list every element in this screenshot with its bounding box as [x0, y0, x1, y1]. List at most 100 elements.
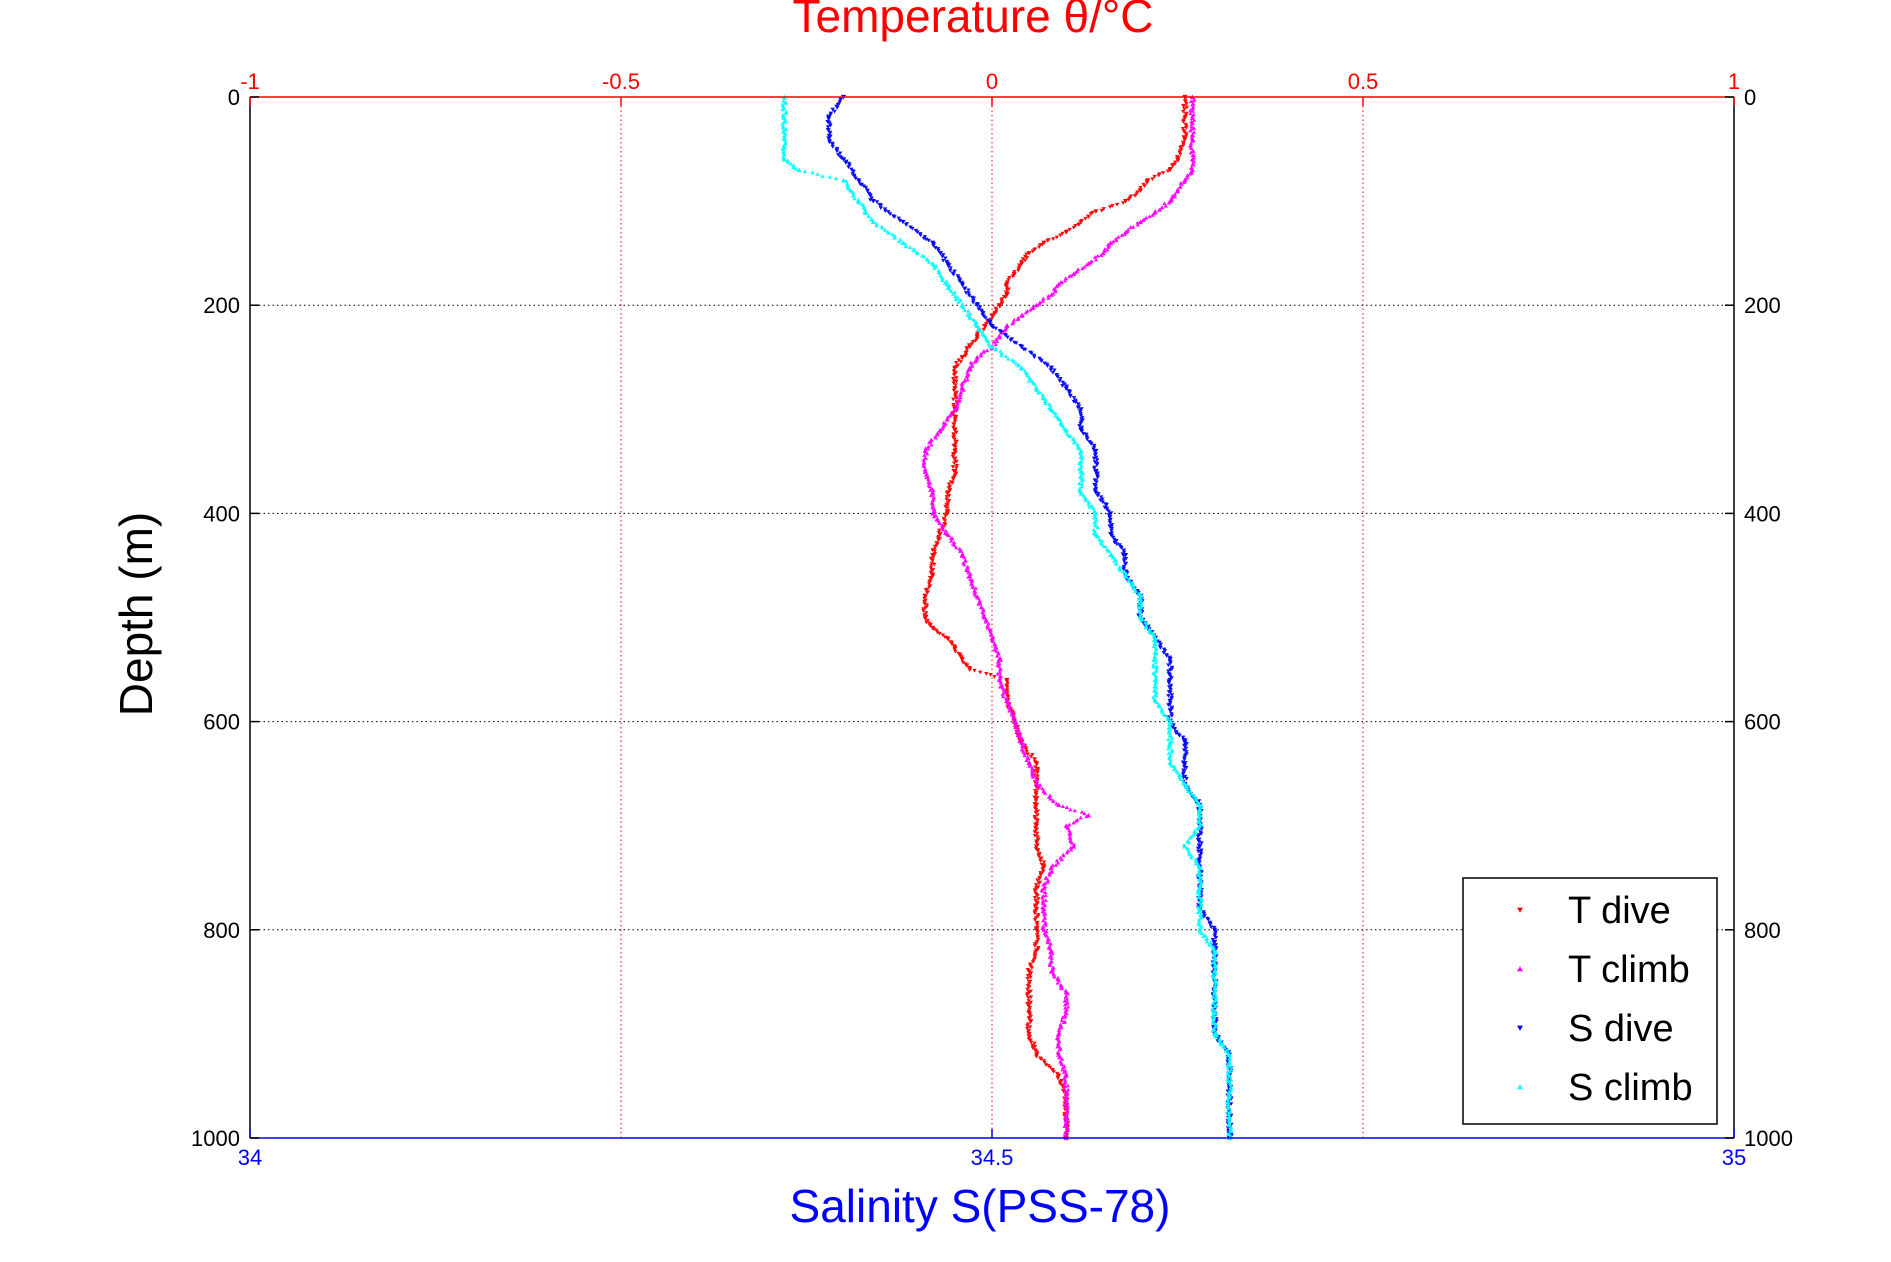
data-point: [1197, 853, 1203, 858]
data-point: [931, 627, 937, 632]
data-point: [1160, 707, 1165, 712]
data-point: [911, 248, 917, 253]
data-point: [1104, 502, 1109, 507]
data-point: [1226, 1112, 1232, 1116]
data-point: [1010, 274, 1016, 279]
data-point: [852, 196, 857, 201]
data-point: [931, 243, 936, 248]
data-point: [781, 155, 787, 160]
data-point: [1191, 149, 1196, 154]
data-point: [988, 322, 993, 327]
data-point: [1062, 998, 1067, 1003]
data-point: [946, 498, 952, 503]
data-point: [924, 590, 930, 595]
data-point: [1042, 903, 1048, 907]
data-point: [846, 165, 851, 170]
data-point: [1158, 642, 1163, 647]
data-point: [1172, 194, 1178, 199]
data-point: [947, 268, 953, 273]
data-point: [1090, 505, 1096, 510]
data-point: [1017, 735, 1023, 740]
data-point: [951, 402, 956, 407]
data-point: [1169, 735, 1175, 740]
data-point: [1193, 857, 1199, 862]
data-point: [862, 206, 868, 211]
data-point: [955, 402, 960, 406]
data-point: [1079, 465, 1084, 469]
data-point: [984, 348, 990, 353]
data-point: [1056, 802, 1062, 807]
data-point: [1121, 559, 1127, 563]
data-point: [981, 311, 986, 315]
data-point: [1135, 190, 1140, 195]
data-point: [1032, 816, 1038, 821]
data-point: [781, 149, 786, 153]
data-point: [1062, 1081, 1067, 1086]
data-point: [1173, 160, 1178, 165]
data-point: [989, 344, 995, 349]
data-point: [1035, 947, 1041, 952]
data-point: [1154, 664, 1160, 668]
legend-box: [1462, 877, 1718, 1125]
data-point: [1060, 1015, 1065, 1020]
data-point: [1086, 499, 1092, 504]
data-point: [1227, 1056, 1232, 1061]
data-point: [1113, 561, 1119, 566]
data-point: [964, 374, 969, 379]
data-point: [1210, 960, 1216, 965]
data-point: [1171, 767, 1177, 772]
data-point: [1094, 463, 1100, 467]
bottom-axis-tick-label: 34: [238, 1145, 262, 1170]
data-point: [941, 258, 946, 263]
data-point: [978, 605, 984, 610]
data-point: [960, 356, 965, 361]
data-point: [924, 237, 929, 242]
data-point: [922, 453, 927, 457]
data-point: [951, 376, 956, 381]
data-point: [1034, 781, 1039, 785]
data-point: [953, 414, 959, 419]
data-point: [1034, 388, 1039, 392]
data-point: [788, 161, 794, 166]
data-point: [1228, 1077, 1234, 1082]
data-point: [1024, 758, 1029, 763]
data-point: [1187, 171, 1193, 176]
data-point: [1075, 444, 1081, 449]
data-point: [1028, 1040, 1034, 1045]
data-point: [953, 360, 959, 365]
data-point: [1191, 130, 1197, 134]
data-point: [1018, 366, 1024, 371]
data-point: [1026, 1010, 1031, 1014]
data-point: [1188, 108, 1193, 112]
data-point: [1083, 496, 1088, 501]
data-point: [1084, 262, 1090, 267]
data-point: [1214, 950, 1219, 954]
data-point: [1033, 799, 1039, 804]
data-point: [1033, 822, 1038, 827]
data-point: [1004, 280, 1010, 285]
data-point: [940, 527, 946, 532]
data-point: [1131, 224, 1136, 229]
data-point: [1035, 809, 1041, 814]
data-point: [1169, 712, 1174, 716]
data-point: [1067, 822, 1072, 827]
data-point: [992, 312, 997, 316]
data-point: [834, 149, 840, 154]
data-point: [1062, 1013, 1068, 1018]
data-point: [1051, 291, 1056, 296]
data-point: [1177, 733, 1182, 738]
data-point: [932, 562, 937, 567]
data-point: [1007, 275, 1012, 280]
data-point: [1060, 384, 1065, 388]
data-point: [953, 297, 959, 302]
data-point: [1176, 156, 1181, 161]
data-point: [1042, 399, 1048, 404]
data-point: [1210, 1006, 1216, 1011]
data-point: [1078, 420, 1084, 424]
data-point: [994, 339, 1000, 343]
data-point: [1223, 1049, 1229, 1054]
data-point: [969, 361, 975, 366]
data-point: [900, 219, 906, 225]
data-point: [1109, 522, 1115, 527]
data-point: [963, 351, 968, 355]
